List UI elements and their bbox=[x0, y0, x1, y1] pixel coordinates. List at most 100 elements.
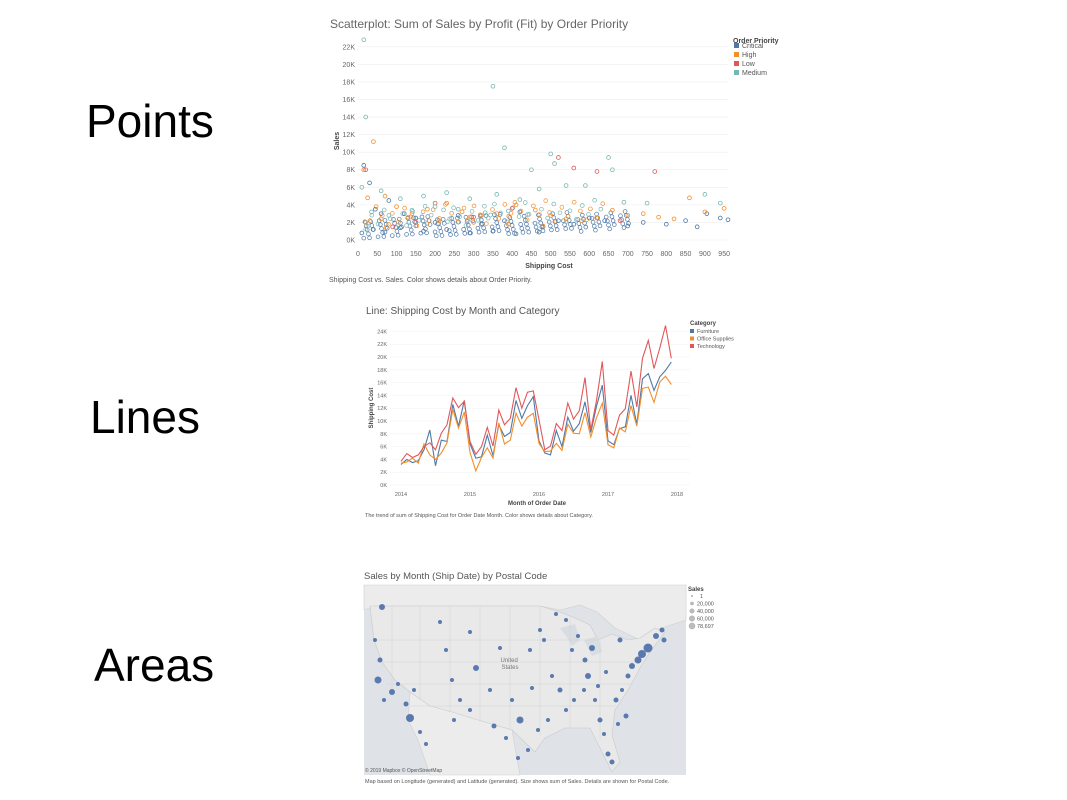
scatter-point-high bbox=[361, 167, 367, 173]
scatter-point-low bbox=[652, 169, 658, 174]
scatter-point-high bbox=[471, 220, 476, 225]
scatter-point-medium bbox=[644, 200, 650, 206]
scatter-legend-swatch bbox=[734, 52, 739, 57]
map-point bbox=[564, 708, 568, 712]
scatter-point-critical bbox=[359, 230, 365, 236]
scatter-x-tick: 50 bbox=[373, 251, 381, 258]
map-point bbox=[450, 678, 454, 682]
map-point bbox=[468, 630, 472, 634]
scatter-point bbox=[545, 215, 550, 221]
scatter-point bbox=[538, 220, 543, 226]
scatter-point-high bbox=[532, 207, 538, 213]
scatter-point-high bbox=[506, 221, 511, 227]
scatter-point-critical bbox=[664, 221, 669, 227]
scatter-point-critical bbox=[386, 198, 392, 203]
scatter-point bbox=[576, 221, 582, 226]
scatter-point bbox=[396, 216, 402, 222]
line-y-tick: 16K bbox=[377, 381, 387, 387]
scatter-point-critical bbox=[361, 163, 367, 168]
scatter-point bbox=[575, 217, 580, 222]
map-point bbox=[526, 748, 530, 752]
scatter-point-high bbox=[479, 213, 484, 218]
map-point bbox=[491, 723, 497, 729]
scatter-point bbox=[537, 212, 542, 217]
scatter-legend-swatch bbox=[734, 70, 739, 75]
scatter-legend-swatch bbox=[734, 61, 739, 66]
scatter-point-medium bbox=[552, 161, 557, 166]
map-point bbox=[625, 673, 631, 679]
scatter-legend-item: Critical bbox=[742, 43, 764, 50]
map-point bbox=[550, 674, 554, 678]
scatter-point-medium bbox=[444, 190, 449, 195]
lines-label: Lines bbox=[90, 391, 200, 443]
scatter-point bbox=[621, 225, 627, 230]
scatter-point bbox=[593, 227, 598, 233]
map-point bbox=[582, 688, 586, 692]
scatter-point bbox=[557, 210, 563, 216]
scatter-x-tick: 600 bbox=[583, 251, 595, 258]
scatter-x-tick: 100 bbox=[391, 251, 403, 258]
scatter-point-medium bbox=[432, 204, 438, 209]
scatter-point-high bbox=[494, 211, 500, 216]
map-point bbox=[516, 756, 520, 760]
map-state-lines bbox=[374, 606, 640, 740]
scatter-point bbox=[526, 229, 531, 235]
scatter-point bbox=[373, 204, 379, 209]
scatter-point bbox=[494, 220, 500, 225]
scatter-point-medium bbox=[717, 200, 723, 206]
scatter-point bbox=[603, 214, 609, 220]
map-legend-item: 40,000 bbox=[697, 609, 714, 615]
scatter-point-critical bbox=[640, 220, 646, 225]
scatter-point bbox=[455, 219, 461, 225]
scatter-point-high bbox=[513, 202, 519, 208]
scatter-point bbox=[605, 218, 610, 224]
scatter-point bbox=[606, 222, 611, 228]
map-credit: © 2019 Mapbox © OpenStreetMap bbox=[365, 767, 442, 774]
scatter-point bbox=[404, 223, 409, 228]
scatter-point-critical bbox=[725, 217, 731, 223]
map-point bbox=[444, 648, 448, 652]
scatter-x-tick: 450 bbox=[526, 251, 538, 258]
scatter-point bbox=[362, 219, 368, 225]
line-y-tick: 2K bbox=[380, 470, 387, 476]
map-point bbox=[412, 688, 416, 692]
scatter-point-critical bbox=[367, 180, 372, 186]
scatter-point-high bbox=[656, 214, 661, 220]
scatter-point bbox=[471, 203, 477, 209]
map-point bbox=[589, 645, 595, 651]
scatter-title: Scatterplot: Sum of Sales by Profit (Fit… bbox=[330, 17, 628, 31]
map-legend-size bbox=[688, 622, 696, 630]
scatter-point-low bbox=[471, 214, 476, 220]
scatter-point bbox=[433, 233, 439, 239]
map-point bbox=[605, 751, 611, 757]
scatter-point bbox=[422, 222, 427, 228]
scatter-y-tick: 20K bbox=[343, 62, 356, 69]
line-y-tick: 10K bbox=[377, 419, 387, 425]
scatter-point-medium bbox=[583, 183, 588, 188]
scatter-point-critical bbox=[467, 230, 473, 236]
scatter-point bbox=[437, 216, 442, 221]
scatter-point-medium bbox=[621, 199, 627, 205]
scatter-point-medium bbox=[502, 145, 507, 151]
scatter-point-medium bbox=[494, 192, 500, 197]
scatter-point-low bbox=[594, 169, 600, 174]
map-point bbox=[554, 612, 558, 616]
scatter-point bbox=[367, 218, 373, 223]
line-caption: The trend of sum of Shipping Cost for Or… bbox=[365, 513, 593, 519]
scatter-point bbox=[450, 220, 456, 225]
map-point bbox=[659, 627, 665, 633]
scatter-point bbox=[385, 226, 390, 231]
scatter-x-tick: 900 bbox=[699, 251, 711, 258]
scatter-point-critical bbox=[373, 206, 378, 212]
scatter-x-tick: 400 bbox=[506, 251, 518, 258]
scatter-point bbox=[577, 225, 583, 230]
scatter-point bbox=[422, 204, 428, 209]
scatter-point-critical bbox=[536, 229, 542, 235]
scatter-point-critical bbox=[413, 215, 419, 221]
map-point bbox=[530, 686, 534, 690]
scatter-x-tick: 850 bbox=[680, 251, 692, 258]
map-point bbox=[389, 689, 395, 695]
scatter-point bbox=[482, 229, 488, 235]
scatter-point-high bbox=[436, 218, 442, 223]
